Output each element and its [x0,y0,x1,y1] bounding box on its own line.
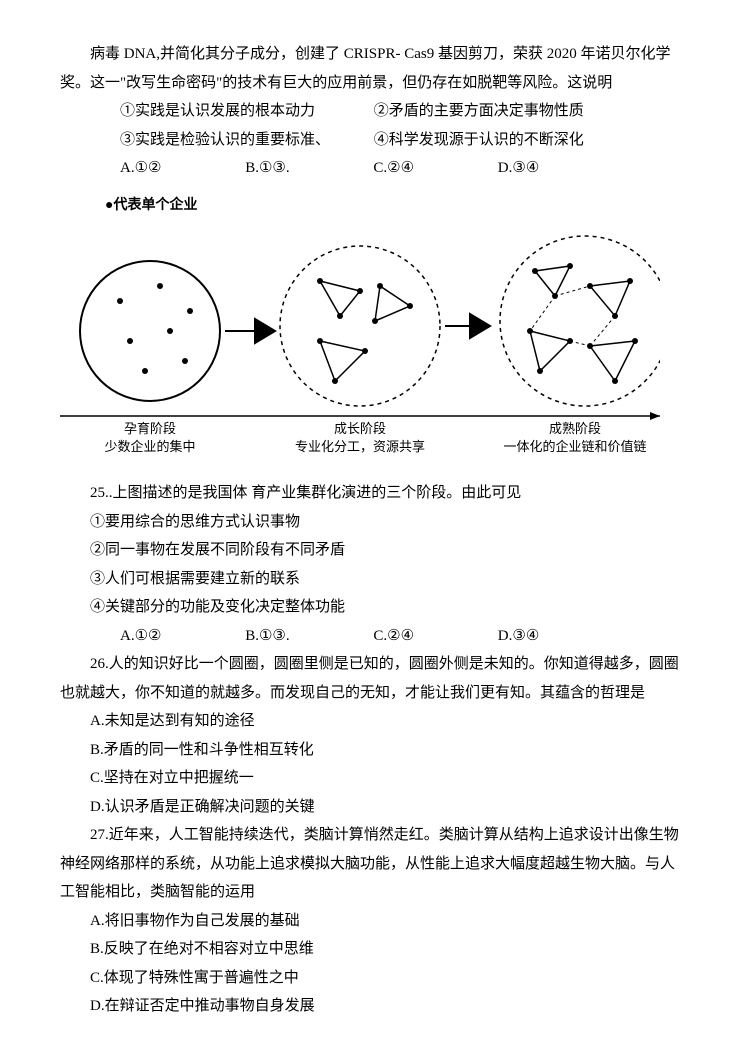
stage2-title: 成长阶段 [334,421,386,436]
q24-optA: A.①② [90,154,161,183]
q26-b: B.矛盾的同一性和斗争性相互转化 [60,736,688,765]
q25-optB: B.①③. [215,622,289,651]
stage2-sub: 专业化分工，资源共享 [295,439,425,454]
q25-optA: A.①② [90,622,161,651]
q24-s3: ③实践是检验认识的重要标准、 [90,126,340,155]
q24-s2: ②矛盾的主要方面决定事物性质 [344,97,584,126]
diagram-legend: ●代表单个企业 [105,193,688,220]
stage3-title: 成熟阶段 [549,421,601,436]
cluster-diagram: 孕育阶段 少数企业的集中 成长阶段 专业化分工，资源共享 成熟阶段 一体化的企业… [60,231,688,461]
q24-options: A.①② B.①③. C.②④ D.③④ [60,154,688,183]
q26-d: D.认识矛盾是正确解决问题的关键 [60,793,688,822]
q24-intro: 病毒 DNA,并简化其分子成分，创建了 CRISPR- Cas9 基因剪刀，荣获… [60,40,688,97]
stage3-sub: 一体化的企业链和价值链 [503,439,646,454]
q24-statements-row2: ③实践是检验认识的重要标准、 ④科学发现源于认识的不断深化 [60,126,688,155]
q25-s3: ③人们可根据需要建立新的联系 [60,565,688,594]
q24-s4: ④科学发现源于认识的不断深化 [344,126,584,155]
q25-optC: C.②④ [343,622,414,651]
q27-stem: 27.近年来，人工智能持续迭代，类脑计算悄然走红。类脑计算从结构上追求设计出像生… [60,821,688,907]
q26-c: C.坚持在对立中把握统一 [60,764,688,793]
stage1-sub: 少数企业的集中 [104,439,195,454]
q25-options: A.①② B.①③. C.②④ D.③④ [60,622,688,651]
q27-d: D.在辩证否定中推动事物自身发展 [60,992,688,1021]
q25-s2: ②同一事物在发展不同阶段有不同矛盾 [60,536,688,565]
q24-s1: ①实践是认识发展的根本动力 [90,97,340,126]
q25-s4: ④关键部分的功能及变化决定整体功能 [60,593,688,622]
q27-b: B.反映了在绝对不相容对立中思维 [60,935,688,964]
q26-stem: 26.人的知识好比一个圆圈，圆圈里侧是已知的，圆圈外侧是未知的。你知道得越多，圆… [60,650,688,707]
stage1-title: 孕育阶段 [124,421,176,436]
q25-s1: ①要用综合的思维方式认识事物 [60,508,688,537]
q24-optD: D.③④ [468,154,539,183]
q24-optC: C.②④ [343,154,414,183]
q25-stem: 25..上图描述的是我国体 育产业集群化演进的三个阶段。由此可见 [60,479,688,508]
q26-a: A.未知是达到有知的途径 [60,707,688,736]
q24-optB: B.①③. [215,154,289,183]
q27-a: A.将旧事物作为自己发展的基础 [60,907,688,936]
q25-optD: D.③④ [468,622,539,651]
q27-c: C.体现了特殊性寓于普遍性之中 [60,964,688,993]
q24-statements-row1: ①实践是认识发展的根本动力 ②矛盾的主要方面决定事物性质 [60,97,688,126]
